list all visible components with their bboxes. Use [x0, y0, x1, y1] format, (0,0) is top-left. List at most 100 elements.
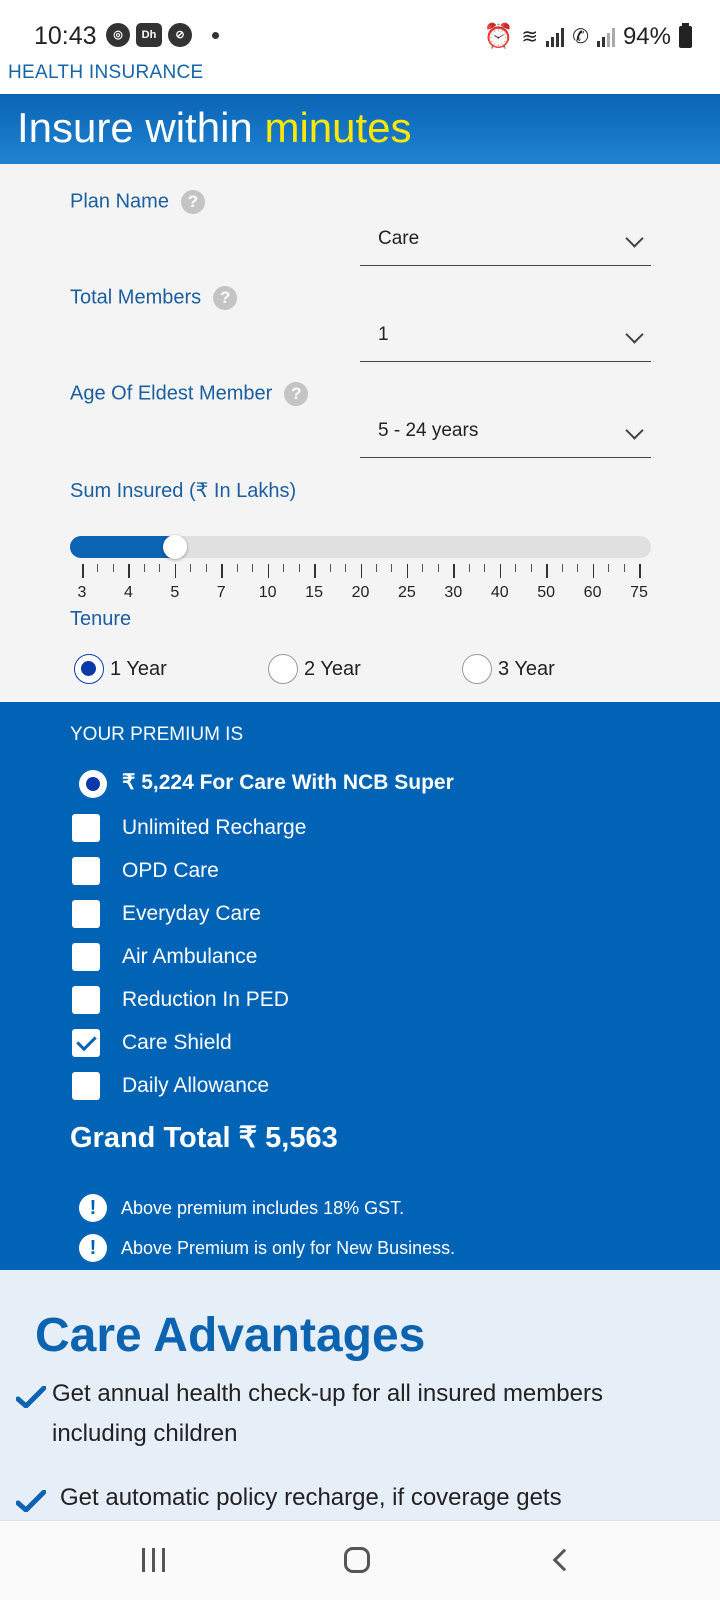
addon-reduction-in-ped[interactable]: Reduction In PED — [72, 986, 289, 1014]
chevron-down-icon — [625, 229, 644, 248]
plan-name-label-text: Plan Name — [70, 190, 169, 213]
help-icon[interactable]: ? — [180, 190, 205, 214]
addon-opd-care[interactable]: OPD Care — [72, 857, 219, 885]
scale-tick — [267, 564, 270, 578]
checkbox[interactable] — [72, 1072, 100, 1100]
addon-care-shield[interactable]: Care Shield — [72, 1029, 232, 1057]
eldest-age-select[interactable]: 5 - 24 years — [360, 410, 651, 458]
dailyhunt-icon: Dh — [136, 23, 162, 47]
checkbox[interactable] — [72, 986, 100, 1014]
new-business-note: ! Above Premium is only for New Business… — [79, 1234, 455, 1262]
system-status: ⏰ ≋ ✆ 94% — [484, 22, 692, 51]
status-time: 10:43 — [34, 22, 97, 50]
scale-tick-label: 25 — [398, 584, 416, 601]
checkmark-icon — [16, 1490, 46, 1512]
addon-unlimited-recharge[interactable]: Unlimited Recharge — [72, 814, 306, 842]
sum-insured-slider[interactable] — [70, 535, 651, 559]
scale-tick — [406, 564, 409, 578]
info-icon: ! — [79, 1194, 107, 1222]
addon-label: Air Ambulance — [122, 945, 258, 968]
scale-tick — [639, 564, 641, 578]
checkbox[interactable] — [72, 943, 100, 971]
plan-name-label: Plan Name? — [70, 190, 205, 214]
tenure-option-1[interactable]: 1 Year — [74, 654, 167, 684]
radio-button[interactable] — [462, 654, 492, 684]
total-members-select[interactable]: 1 — [360, 314, 651, 362]
banner-title: Insure within minutes — [17, 104, 412, 152]
scale-minor-tick — [437, 564, 439, 572]
addon-daily-allowance[interactable]: Daily Allowance — [72, 1072, 269, 1100]
eldest-age-value: 5 - 24 years — [378, 420, 479, 441]
premium-plan-radio[interactable] — [79, 770, 107, 798]
banner-title-text: Insure within — [17, 104, 265, 151]
chevron-down-icon — [625, 325, 644, 344]
checkbox[interactable] — [72, 1029, 100, 1057]
tenure-option-label: 1 Year — [110, 657, 167, 680]
scale-minor-tick — [329, 564, 331, 572]
scale-minor-tick — [252, 564, 254, 572]
addon-everyday-care[interactable]: Everyday Care — [72, 900, 261, 928]
brand-title: HEALTH INSURANCE — [8, 62, 204, 83]
banner-title-highlight: minutes — [264, 104, 412, 151]
total-members-value: 1 — [378, 324, 389, 345]
alarm-icon: ⏰ — [483, 23, 514, 50]
plan-name-value: Care — [378, 228, 420, 249]
scale-tick — [221, 564, 223, 578]
notification-icons: ◎ Dh ⊘ — [106, 23, 219, 47]
eldest-age-label: Age Of Eldest Member? — [70, 382, 309, 406]
premium-plan-line: ₹ 5,224 For Care With NCB Super — [122, 771, 454, 794]
addon-air-ambulance[interactable]: Air Ambulance — [72, 943, 257, 971]
scale-tick — [499, 564, 502, 578]
info-icon: ! — [79, 1234, 107, 1262]
addon-label: Daily Allowance — [122, 1074, 270, 1097]
home-icon[interactable] — [344, 1547, 370, 1573]
plan-name-select[interactable]: Care — [360, 218, 651, 266]
scale-tick-label: 3 — [77, 584, 87, 601]
scale-tick — [453, 564, 455, 578]
chevron-down-icon — [625, 421, 644, 440]
scale-tick-label: 75 — [630, 584, 648, 601]
scale-minor-tick — [112, 564, 114, 572]
tenure-option-3[interactable]: 3 Year — [462, 654, 555, 684]
scale-minor-tick — [205, 564, 207, 572]
scale-minor-tick — [515, 564, 517, 572]
help-icon[interactable]: ? — [213, 286, 238, 310]
back-icon[interactable] — [552, 1548, 576, 1572]
signal-2-icon — [596, 27, 615, 47]
tenure-option-label: 3 Year — [498, 657, 555, 680]
addon-label: OPD Care — [122, 859, 219, 882]
advantages-title: Care Advantages — [35, 1309, 426, 1362]
addon-label: Everyday Care — [122, 902, 261, 925]
scale-tick — [546, 564, 548, 578]
scale-tick — [314, 564, 316, 578]
slider-fill — [70, 536, 175, 558]
tenure-option-2[interactable]: 2 Year — [268, 654, 361, 684]
radio-button[interactable] — [268, 654, 298, 684]
scale-tick — [592, 564, 595, 578]
help-icon[interactable]: ? — [284, 382, 309, 406]
scale-minor-tick — [190, 564, 192, 572]
checkbox[interactable] — [72, 857, 100, 885]
slider-thumb[interactable] — [162, 535, 187, 559]
scale-minor-tick — [623, 564, 625, 572]
checkbox[interactable] — [72, 814, 100, 842]
addon-label: Unlimited Recharge — [122, 816, 307, 839]
scale-minor-tick — [468, 564, 470, 572]
note-text: Above Premium is only for New Business. — [121, 1237, 456, 1258]
advantage-item: Get annual health check-up for all insur… — [52, 1380, 603, 1447]
scale-minor-tick — [391, 564, 393, 572]
scale-tick — [360, 564, 362, 578]
status-bar: 10:43 ◎ Dh ⊘ ⏰ ≋ ✆ 94% — [0, 0, 720, 62]
checkbox[interactable] — [72, 900, 100, 928]
total-members-label-text: Total Members — [70, 286, 202, 309]
scale-minor-tick — [159, 564, 161, 572]
signal-icon — [546, 27, 565, 47]
recent-apps-icon[interactable] — [142, 1548, 165, 1572]
scale-minor-tick — [484, 564, 486, 572]
grand-total: Grand Total ₹ 5,563 — [70, 1122, 338, 1154]
battery-percent: 94% — [622, 22, 671, 50]
chrome-icon: ◎ — [106, 23, 130, 47]
quote-form: Plan Name? Care Total Members? 1 Age Of … — [0, 164, 720, 702]
sum-insured-scale: 3 4 5 7 10 15 20 25 30 40 50 60 75 — [70, 564, 651, 604]
radio-button[interactable] — [74, 654, 104, 684]
